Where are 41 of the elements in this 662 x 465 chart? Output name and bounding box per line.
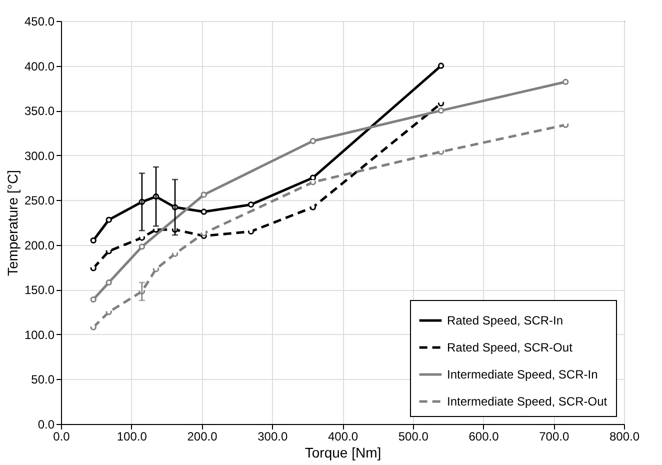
point <box>200 192 207 198</box>
point <box>106 216 112 223</box>
point <box>138 244 146 250</box>
x-tick-label: 100.0 <box>116 430 148 444</box>
legend-label: Rated Speed, SCR-Out <box>447 340 574 354</box>
legend-label: Intermediate Speed, SCR-In <box>447 368 598 382</box>
x-tick-label: 700.0 <box>539 430 570 444</box>
y-tick-label: 100.0 <box>24 328 55 342</box>
point <box>90 296 96 303</box>
y-tick-label: 0.0 <box>38 418 55 432</box>
y-tick-label: 300.0 <box>24 148 55 163</box>
legend-label: Intermediate Speed, SCR-Out <box>447 394 608 408</box>
y-axis-title: Temperature [°C] <box>4 170 20 276</box>
point <box>200 208 207 215</box>
y-tick-label: 350.0 <box>24 104 55 118</box>
legend-label: Rated Speed, SCR-In <box>447 314 564 328</box>
y-tick-label: 450.0 <box>24 14 55 28</box>
point <box>248 202 254 208</box>
point <box>438 107 444 114</box>
point <box>310 138 316 144</box>
y-tick-label: 400.0 <box>24 59 55 74</box>
point <box>90 265 96 272</box>
x-tick-label: 500.0 <box>398 430 429 444</box>
y-tick-label: 200.0 <box>24 238 55 252</box>
point <box>310 204 316 210</box>
x-tick-label: 400.0 <box>328 430 358 444</box>
y-tick-label: 50.0 <box>31 372 55 387</box>
x-tick-label: 0.0 <box>53 430 70 444</box>
x-tick-label: 800.0 <box>609 430 640 444</box>
x-tick-label: 300.0 <box>258 430 288 444</box>
point <box>310 174 316 181</box>
x-axis-title: Torque [Nm] <box>304 444 382 460</box>
point <box>562 78 569 85</box>
x-tick-label: 200.0 <box>187 430 218 444</box>
point <box>90 237 96 244</box>
point <box>106 279 112 286</box>
point <box>438 62 444 69</box>
point <box>310 179 316 186</box>
x-tick-label: 600.0 <box>468 430 500 444</box>
y-tick-label: 250.0 <box>24 194 55 208</box>
y-tick-label: 150.0 <box>24 283 55 298</box>
